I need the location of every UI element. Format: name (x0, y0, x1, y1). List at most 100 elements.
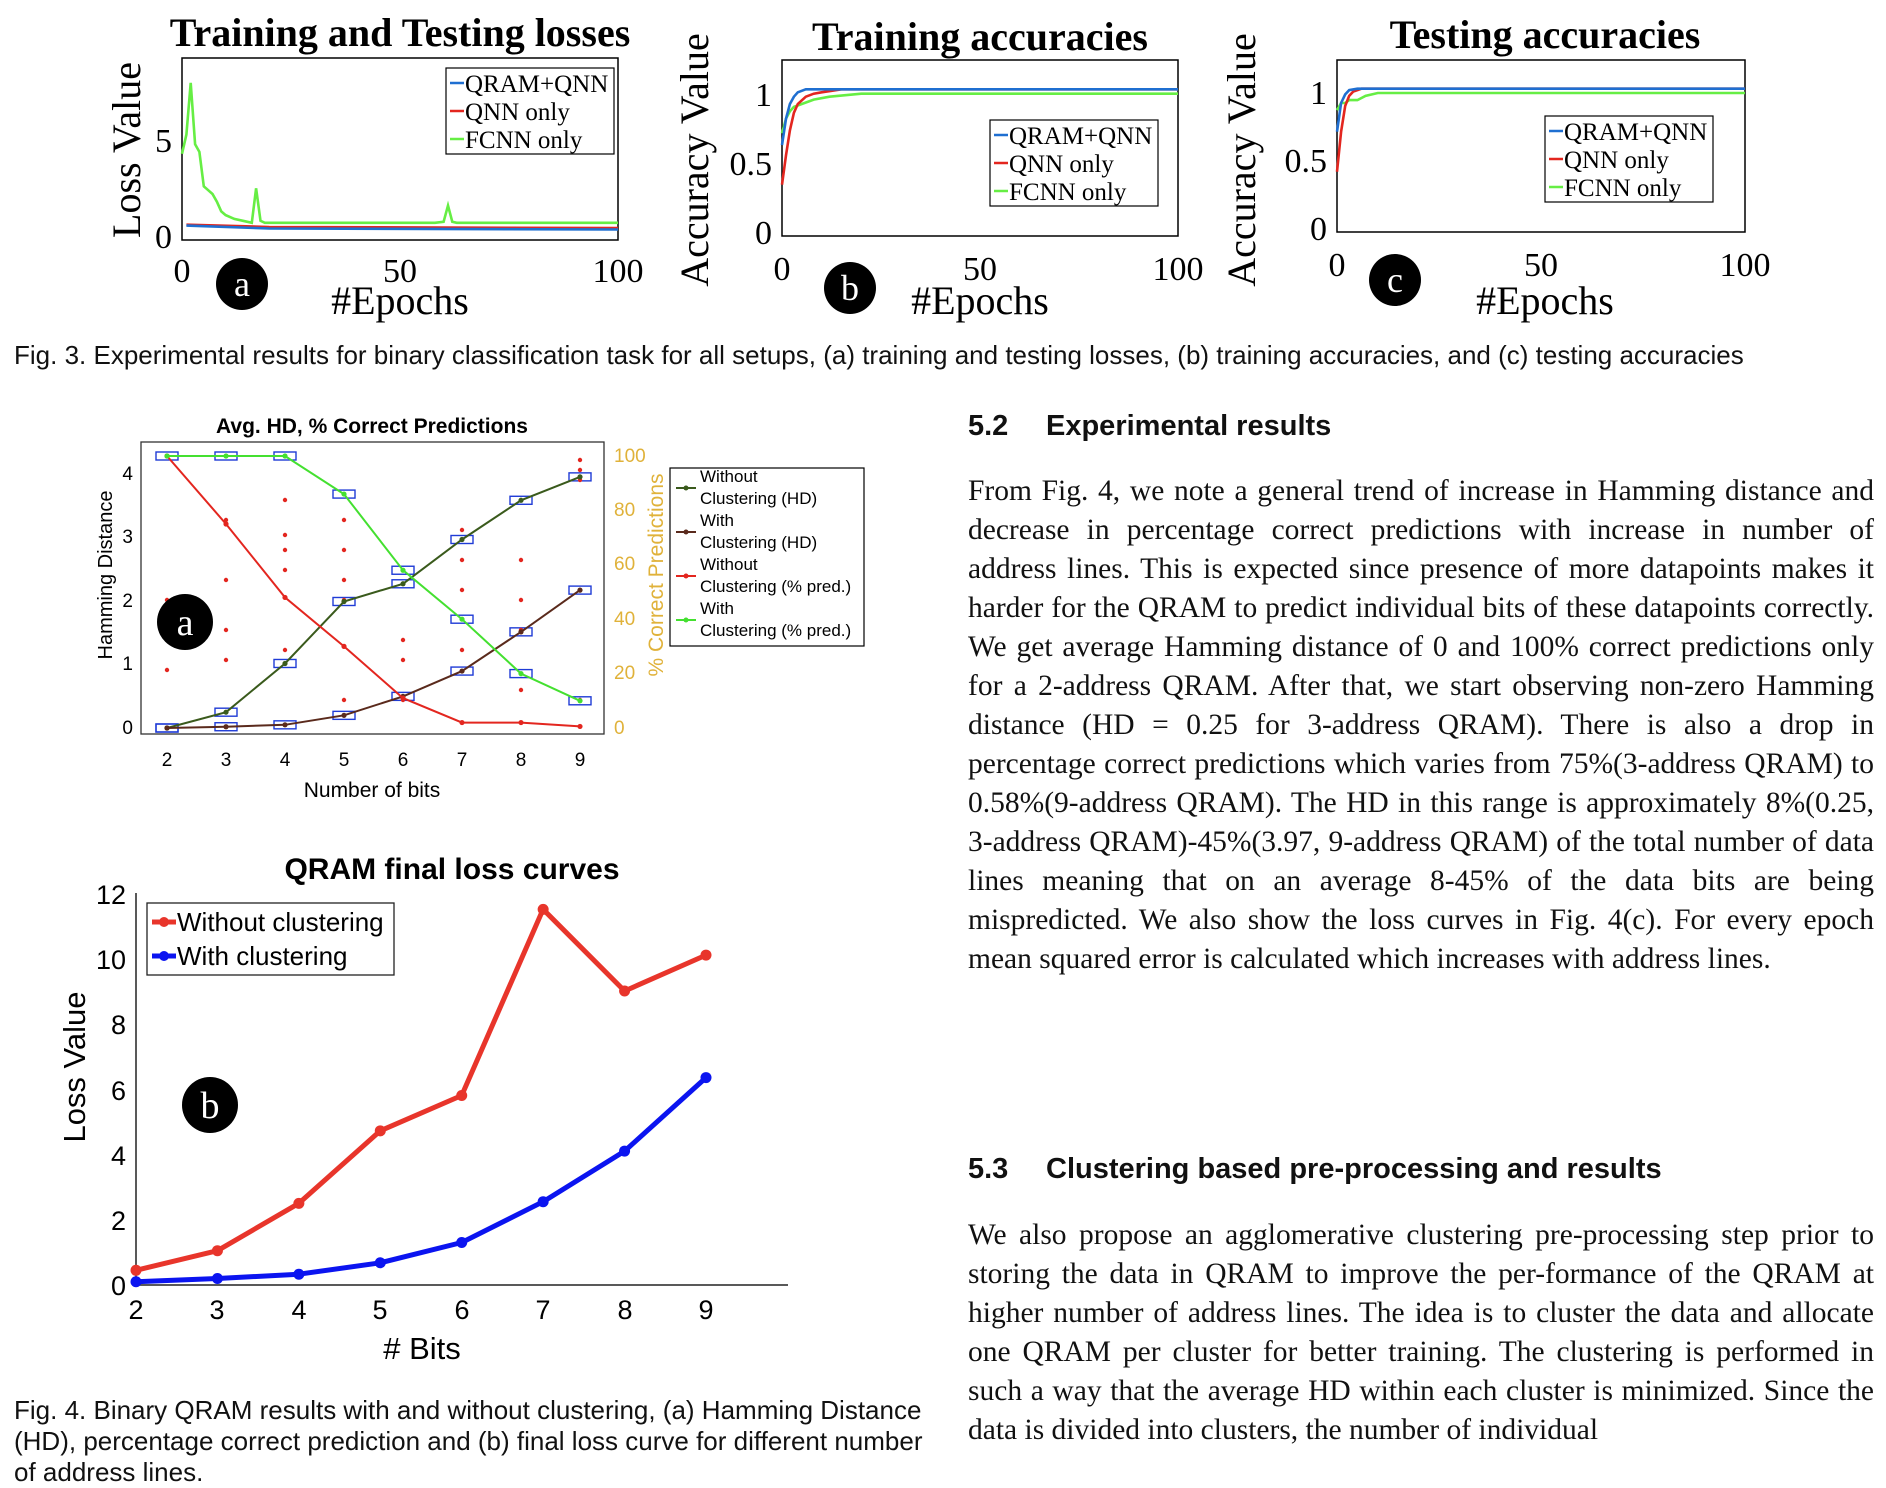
plot-frame (1336, 59, 1746, 233)
chart-title: Testing accuracies (1390, 12, 1701, 57)
outlier-point (341, 697, 347, 703)
outlier-point (164, 667, 170, 673)
y-tick: 1 (755, 77, 772, 114)
legend: QRAM+QNN QNN only FCNN only (989, 119, 1159, 207)
box-glyph (332, 489, 356, 499)
y-axis-label: Loss Value (104, 62, 149, 238)
legend-label: Clustering (HD) (700, 533, 817, 552)
x-tick: 8 (617, 1295, 632, 1325)
x-tick: 100 (1153, 251, 1204, 288)
svg-text:a: a (234, 264, 250, 304)
box-glyph (273, 658, 297, 669)
x-tick: 50 (963, 251, 997, 288)
panel-marker-a: a (157, 594, 213, 650)
series-line (135, 906, 708, 1273)
y-tick: 0 (155, 219, 172, 256)
legend-label: FCNN only (1009, 179, 1127, 206)
x-tick: 4 (280, 750, 291, 771)
x-tick: 50 (383, 253, 417, 290)
y-tick: 100 (614, 446, 646, 467)
outlier-point (459, 587, 465, 593)
data-point (211, 1245, 223, 1257)
outlier-point (341, 577, 347, 583)
data-point (223, 521, 229, 527)
legend-label: Without (700, 467, 758, 486)
y-tick: 20 (614, 663, 635, 684)
y-tick: 8 (111, 1010, 126, 1040)
series-line (167, 455, 581, 702)
y-tick: 6 (111, 1076, 126, 1106)
data-point (456, 1237, 468, 1249)
box-glyph (509, 495, 533, 505)
series-line (780, 88, 1178, 185)
series-line (1335, 91, 1745, 111)
box-glyph (509, 668, 533, 679)
outlier-point (400, 637, 406, 643)
chart-title: Training accuracies (812, 14, 1148, 59)
section-heading-5-3: 5.3 Clustering based pre-processing and r… (968, 1153, 1662, 1186)
chart-title: Training and Testing losses (170, 10, 631, 55)
section-number: 5.3 (968, 1153, 1009, 1185)
plot-frame (140, 441, 605, 735)
y-axis-label: Accuracy Value (1225, 33, 1264, 287)
outlier-point (459, 557, 465, 563)
x-ticks: 2 3 4 5 6 7 8 9 (128, 1295, 713, 1325)
data-point (164, 453, 170, 459)
legend-label: QNN only (465, 99, 570, 126)
series-line (135, 1075, 708, 1285)
y-ticks: 0 2 4 6 8 10 12 (96, 880, 126, 1301)
y-tick: 0.5 (730, 146, 773, 183)
y-axis-label: Loss Value (57, 991, 92, 1142)
legend-label: Clustering (% pred.) (700, 621, 851, 640)
outlier-point (459, 527, 465, 533)
y-axis-label-right: % Correct Predictions (645, 473, 668, 676)
legend: Without Clustering (HD) With Clustering … (669, 467, 865, 647)
x-tick: 100 (1720, 247, 1771, 284)
x-tick: 0 (774, 251, 791, 288)
data-point (164, 725, 170, 731)
series-line (1335, 87, 1745, 132)
outlier-point (341, 517, 347, 523)
y-tick: 5 (155, 123, 172, 160)
box-glyph (332, 596, 356, 607)
legend-label: QNN only (1564, 147, 1669, 174)
y-tick: 0 (122, 718, 133, 739)
y-tick: 1 (122, 654, 133, 675)
chart-title: QRAM final loss curves (284, 853, 619, 886)
x-axis-label: #Epochs (331, 278, 469, 323)
x-ticks: 0 50 100 (774, 251, 1204, 288)
data-point (537, 903, 549, 915)
box-glyph (450, 534, 474, 545)
outlier-point (518, 597, 524, 603)
data-point (223, 453, 229, 459)
box-glyph (332, 710, 356, 721)
data-point (518, 719, 524, 726)
x-tick: 100 (593, 253, 644, 290)
svg-text:c: c (1387, 260, 1403, 300)
data-point (130, 1276, 142, 1288)
data-point (700, 949, 712, 961)
section-paragraph-5-2: From Fig. 4, we note a general trend of … (968, 472, 1874, 979)
outlier-point (518, 557, 524, 563)
box-glyph (568, 696, 592, 706)
data-point (341, 712, 347, 718)
y-tick: 40 (614, 609, 635, 630)
x-tick: 9 (575, 750, 586, 771)
outlier-point (577, 457, 583, 463)
data-point (459, 668, 465, 674)
series-line (186, 224, 619, 231)
x-tick: 7 (535, 1295, 550, 1325)
data-point (293, 1268, 305, 1280)
x-ticks: 0 50 100 (174, 253, 644, 290)
fig4-panel-a: Avg. HD, % Correct Predictions Hamming D… (95, 415, 865, 802)
y-tick: 0 (111, 1271, 126, 1301)
section-title: Experimental results (1046, 410, 1332, 442)
data-point (459, 536, 465, 543)
plot-frame (781, 59, 1179, 237)
x-tick: 3 (221, 750, 232, 771)
data-point (456, 1090, 468, 1102)
y-ticks-right: 0 20 40 60 80 100 (614, 446, 646, 739)
x-axis-label: #Epochs (911, 278, 1049, 323)
data-point (400, 695, 406, 701)
y-tick: 0.5 (1285, 143, 1328, 180)
